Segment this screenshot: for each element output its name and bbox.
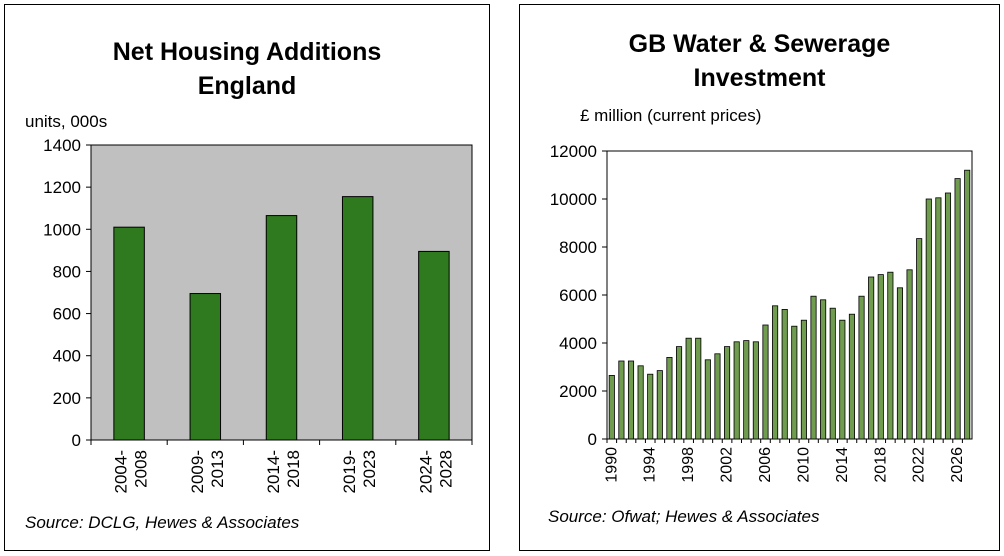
y-tick-label: 4000 (559, 334, 597, 353)
y-tick-label: 600 (53, 305, 81, 324)
y-tick-label: 800 (53, 262, 81, 281)
y-tick-label: 6000 (559, 286, 597, 305)
bar (839, 319, 846, 440)
y-tick-label: 1000 (43, 220, 81, 239)
bar (781, 308, 788, 440)
bar (675, 346, 683, 440)
water-investment-chart: 0 2000 4000 6000 8000 10000 12000 1990 1994 1998 2… (550, 142, 973, 483)
x-tick-label: 2018 (872, 447, 889, 483)
x-tick-label: 2004- (112, 450, 131, 493)
bar (964, 169, 971, 440)
bar (704, 359, 711, 440)
source-note: Source: DCLG, Hewes & Associates (25, 513, 300, 532)
y-tick-label: 0 (72, 431, 81, 450)
bar (810, 295, 817, 440)
x-tick-label: 2009- (188, 450, 207, 493)
bar (714, 353, 721, 440)
water-investment-chart-panel: GB Water & Sewerage Investment £ million… (519, 4, 1000, 551)
x-tick-label: 2014 (834, 447, 851, 483)
x-tick-label: 2022 (911, 447, 928, 483)
chart-title: Net Housing Additions (112, 38, 382, 66)
bar (113, 226, 145, 441)
y-axis-label: £ million (current prices) (580, 106, 762, 125)
x-tick-label: 2008 (132, 450, 151, 488)
bar (666, 356, 673, 440)
source-note: Source: Ofwat; Hewes & Associates (548, 507, 820, 526)
bar (627, 360, 635, 440)
bar (618, 360, 625, 440)
bar (868, 276, 875, 440)
y-tick-label: 400 (53, 347, 81, 366)
bar (752, 341, 759, 440)
y-tick-label: 1400 (43, 136, 81, 155)
chart-subtitle: England (197, 72, 297, 100)
x-tick-label: 2018 (284, 450, 303, 488)
bar (685, 337, 692, 440)
x-tick-label: 1998 (680, 447, 697, 483)
bar (935, 197, 942, 440)
bar (925, 198, 932, 440)
bar (954, 178, 961, 440)
y-tick-label: 2000 (559, 382, 597, 401)
bar (887, 271, 894, 440)
x-tick-label: 2026 (949, 447, 966, 483)
bar (762, 324, 769, 440)
bar (608, 374, 615, 440)
bar (791, 325, 798, 440)
x-tick-label: 2023 (360, 450, 379, 488)
bar (695, 337, 702, 440)
y-tick-label: 12000 (550, 142, 597, 161)
bar (858, 295, 865, 440)
bar (724, 346, 731, 440)
chart-title: GB Water & Sewerage (628, 30, 891, 58)
bar (656, 370, 663, 440)
y-tick-label: 1200 (43, 178, 81, 197)
x-tick-label: 2013 (208, 450, 227, 488)
y-tick-label: 0 (588, 430, 597, 449)
x-tick-label: 1994 (642, 447, 659, 483)
x-tick-label: 2006 (757, 447, 774, 483)
x-tick-label: 2010 (795, 447, 812, 483)
bar (772, 305, 779, 440)
x-tick-label: 2024- (416, 450, 435, 493)
x-tick-label: 2028 (436, 450, 455, 488)
y-axis-label: units, 000s (25, 112, 108, 131)
bar (829, 307, 836, 440)
bar (743, 340, 750, 440)
bar (647, 373, 654, 440)
bar (189, 293, 222, 441)
bar (916, 238, 923, 440)
x-tick-label: 1990 (603, 447, 620, 483)
bar (906, 269, 913, 440)
bar (944, 192, 952, 440)
bar (733, 341, 740, 440)
y-tick-label: 200 (53, 389, 81, 408)
y-tick-label: 10000 (550, 190, 597, 209)
bar (877, 274, 884, 440)
bar (418, 250, 450, 441)
bar (637, 365, 644, 440)
chart-subtitle: Investment (693, 64, 826, 92)
bar (896, 287, 904, 440)
bar (341, 196, 374, 441)
bar (820, 299, 827, 440)
bar (848, 313, 855, 440)
x-tick-label: 2002 (719, 447, 736, 483)
bar (800, 319, 807, 440)
x-tick-label: 2019- (340, 450, 359, 493)
x-tick-label: 2014- (264, 450, 283, 493)
y-tick-label: 8000 (559, 238, 597, 257)
housing-chart-panel: Net Housing Additions England units, 000… (4, 4, 490, 551)
bar (265, 215, 298, 441)
